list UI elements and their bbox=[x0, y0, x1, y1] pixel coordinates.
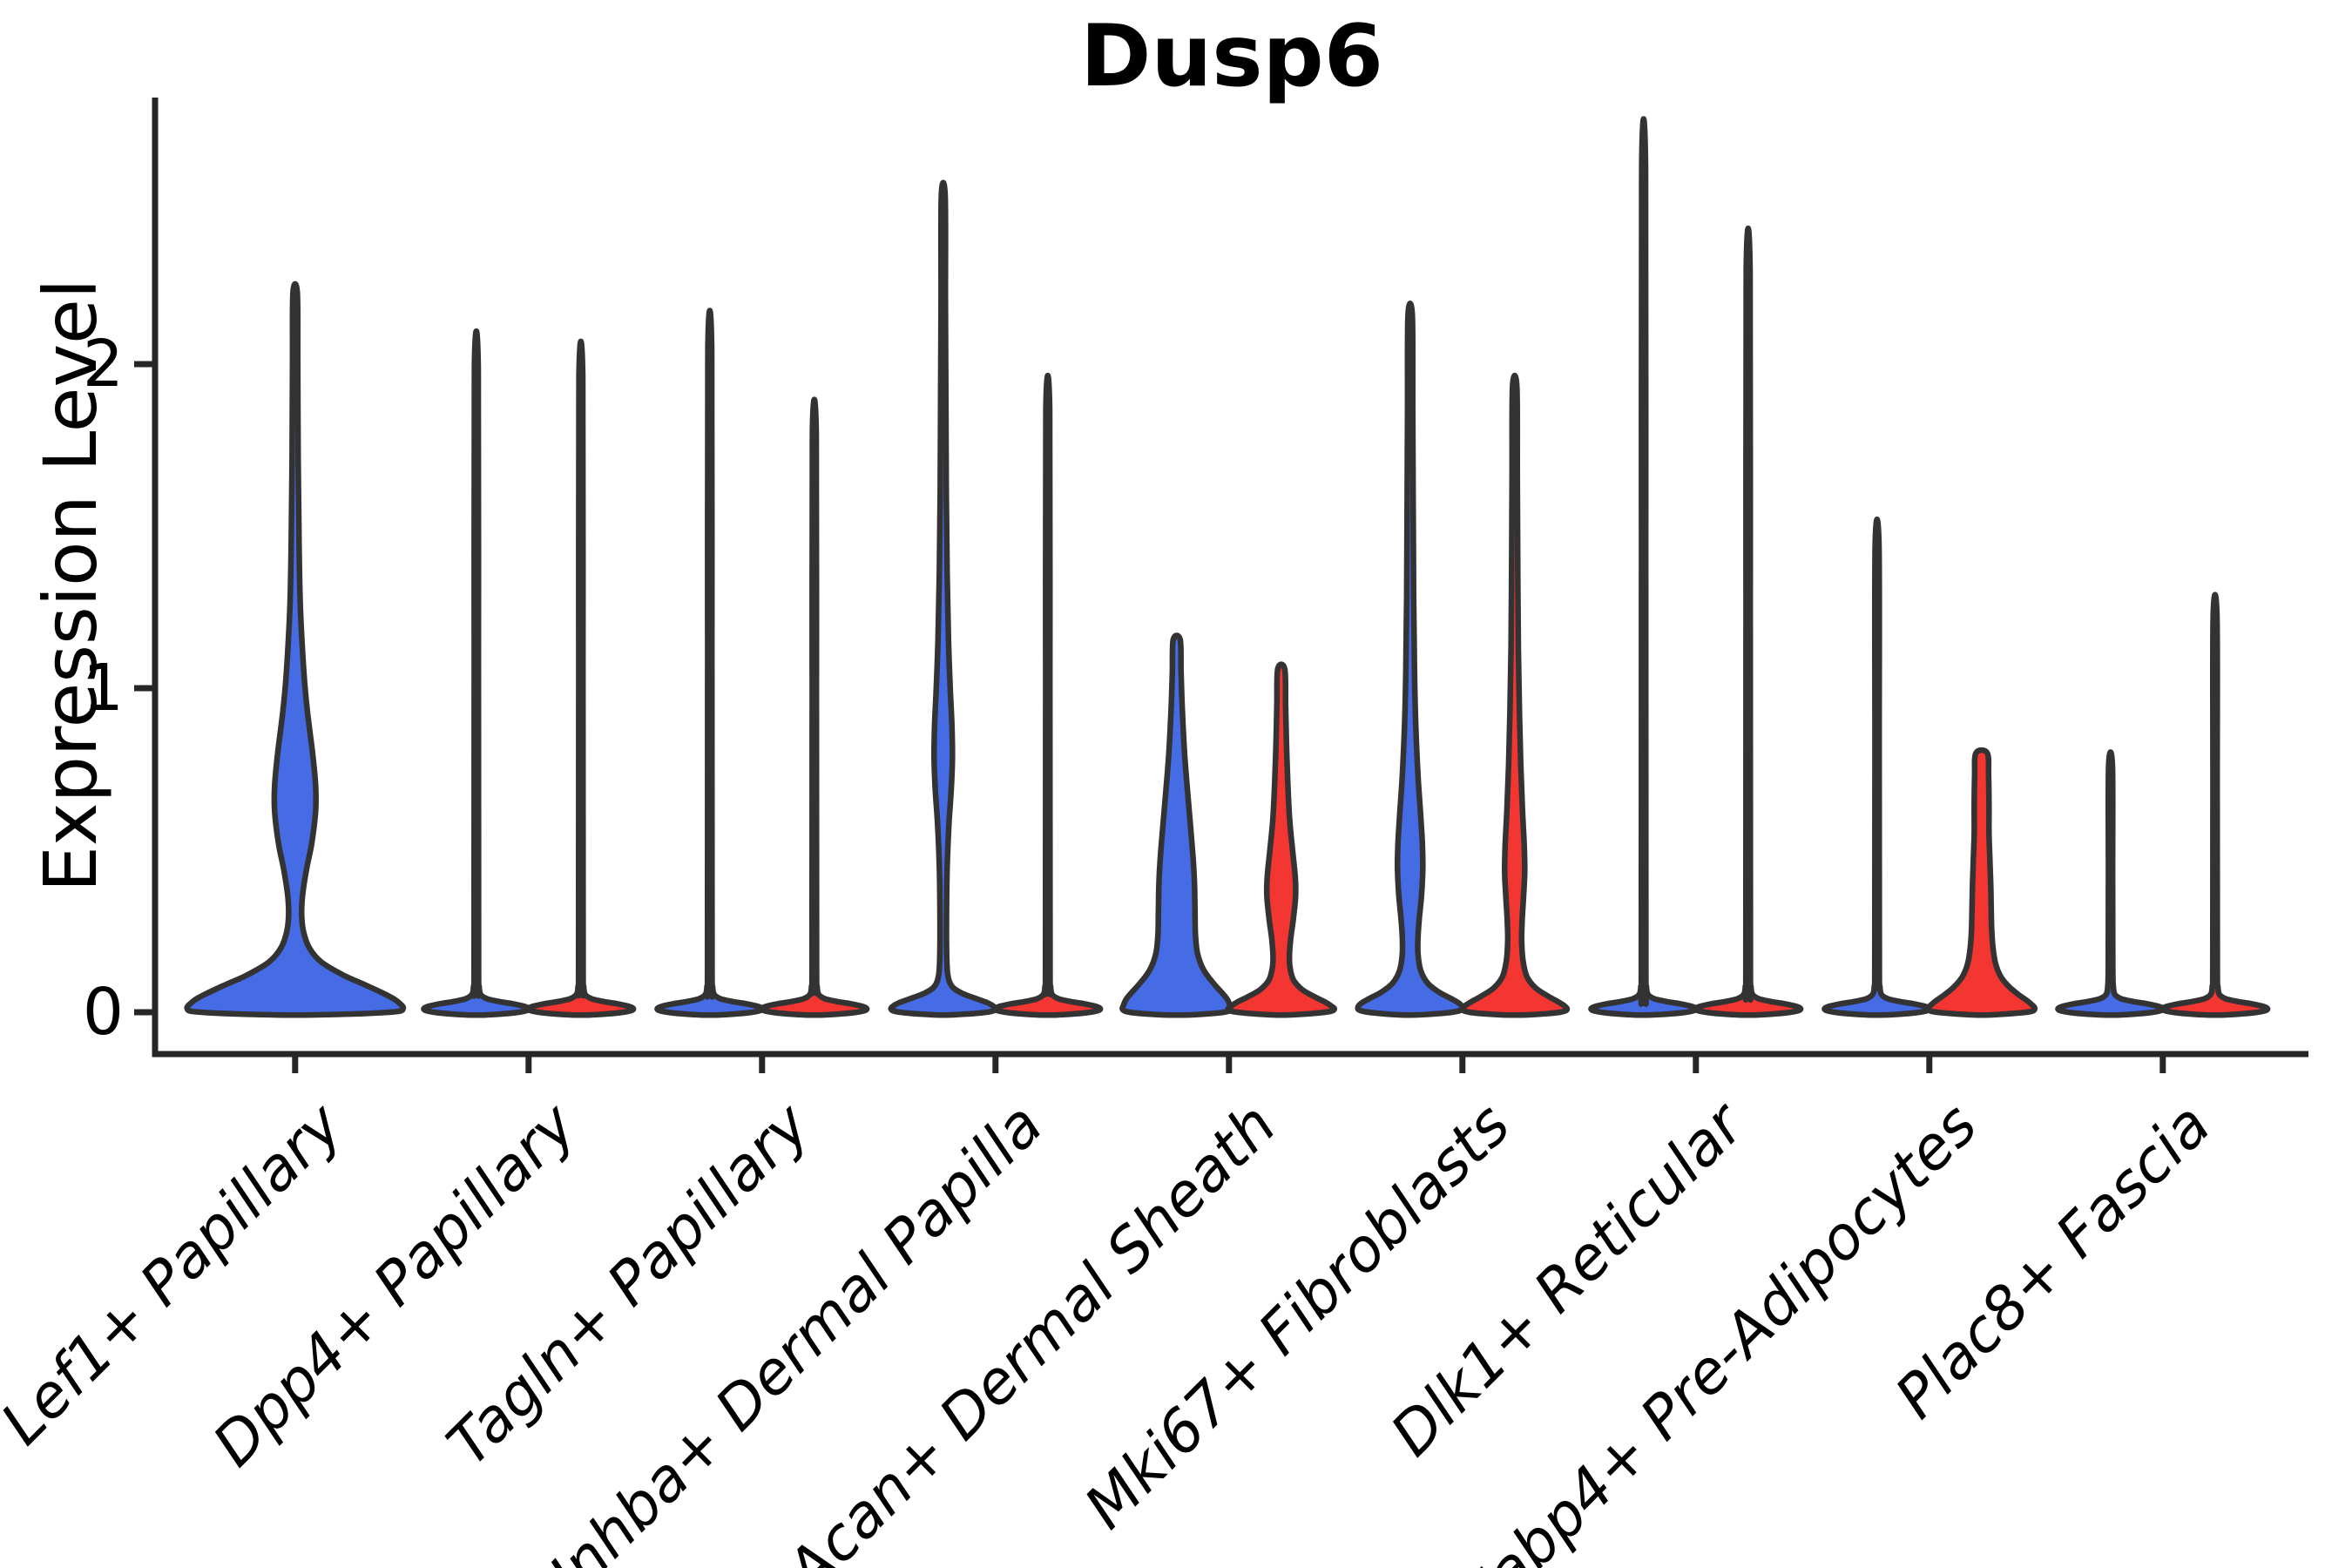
violin-inhba-dermal-papilla-red bbox=[992, 373, 1104, 1018]
violin-lef1-papillary-blue bbox=[184, 280, 407, 1018]
violin-mki67-fibroblasts-blue bbox=[1355, 301, 1466, 1018]
y-tick-label-2: 2 bbox=[82, 327, 124, 402]
violin-dpp4-papillary-blue bbox=[421, 328, 532, 1018]
y-tick-label-0: 0 bbox=[82, 975, 124, 1050]
violin-plac8-fascia-red bbox=[2159, 591, 2271, 1018]
violin-inhba-dermal-papilla-blue bbox=[888, 179, 999, 1018]
violin-acan-dermal-sheath-red bbox=[1225, 661, 1338, 1018]
violin-plac8-fascia-blue bbox=[2055, 749, 2166, 1018]
violin-acan-dermal-sheath-blue bbox=[1119, 632, 1234, 1018]
violin-fabp4-pre-adipocytes-blue bbox=[1821, 516, 1933, 1018]
violin-fabp4-pre-adipocytes-red bbox=[1925, 747, 2038, 1018]
violin-dlk1-reticular-blue bbox=[1588, 116, 1700, 1018]
violin-tagln-papillary-blue bbox=[654, 308, 766, 1018]
violin-dlk1-reticular-red bbox=[1693, 225, 1804, 1018]
violin-mki67-fibroblasts-red bbox=[1459, 372, 1571, 1018]
y-tick-label-1: 1 bbox=[82, 651, 124, 726]
violin-dpp4-papillary-red bbox=[525, 338, 637, 1018]
violin-tagln-papillary-red bbox=[759, 396, 870, 1018]
chart-title: Dusp6 bbox=[1080, 7, 1383, 106]
